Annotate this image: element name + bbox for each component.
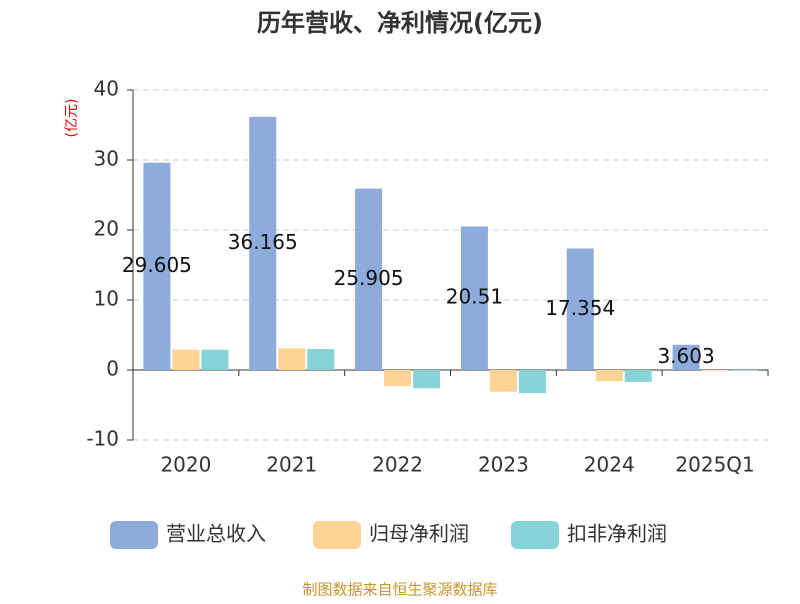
data-label: 17.354 xyxy=(545,296,615,320)
bar xyxy=(672,344,700,370)
data-label: 25.905 xyxy=(334,266,404,290)
data-label: 29.605 xyxy=(122,253,192,277)
legend-swatch xyxy=(110,521,158,549)
legend-label: 归母净利润 xyxy=(369,522,469,546)
bar xyxy=(624,370,652,382)
y-tick-label: 20 xyxy=(94,217,119,241)
bar xyxy=(701,370,729,371)
data-label: 20.51 xyxy=(446,285,503,309)
data-label: 3.603 xyxy=(657,344,714,368)
y-tick-label: 40 xyxy=(94,77,119,101)
chart-title: 历年营收、净利情况(亿元) xyxy=(257,9,543,37)
x-tick-label: 2025Q1 xyxy=(675,453,754,477)
bar xyxy=(143,162,171,370)
bar xyxy=(730,370,758,371)
x-tick-label: 2020 xyxy=(160,453,211,477)
bar xyxy=(384,370,412,387)
y-axis-label: (亿元) xyxy=(64,99,80,138)
data-label: 36.165 xyxy=(228,230,298,254)
bar xyxy=(172,349,200,370)
bar xyxy=(278,348,306,370)
bar xyxy=(355,188,383,370)
legend-label: 营业总收入 xyxy=(166,522,266,546)
y-tick-label: 10 xyxy=(94,287,119,311)
bar xyxy=(307,349,335,370)
y-tick-label: 0 xyxy=(106,357,119,381)
legend-swatch xyxy=(313,521,361,549)
x-tick-label: 2021 xyxy=(266,453,317,477)
bar xyxy=(518,370,546,394)
legend-swatch xyxy=(511,521,559,549)
bar xyxy=(413,370,441,389)
bar xyxy=(566,248,594,370)
bar xyxy=(249,116,277,370)
y-tick-label: 30 xyxy=(94,147,119,171)
legend-label: 扣非净利润 xyxy=(567,522,667,546)
x-tick-label: 2024 xyxy=(584,453,635,477)
x-tick-label: 2023 xyxy=(478,453,529,477)
bar xyxy=(201,349,229,370)
source-note: 制图数据来自恒生聚源数据库 xyxy=(302,581,497,599)
x-tick-label: 2022 xyxy=(372,453,423,477)
bar xyxy=(489,370,517,392)
bar xyxy=(595,370,623,382)
y-tick-label: -10 xyxy=(86,427,119,451)
bar xyxy=(460,226,488,370)
